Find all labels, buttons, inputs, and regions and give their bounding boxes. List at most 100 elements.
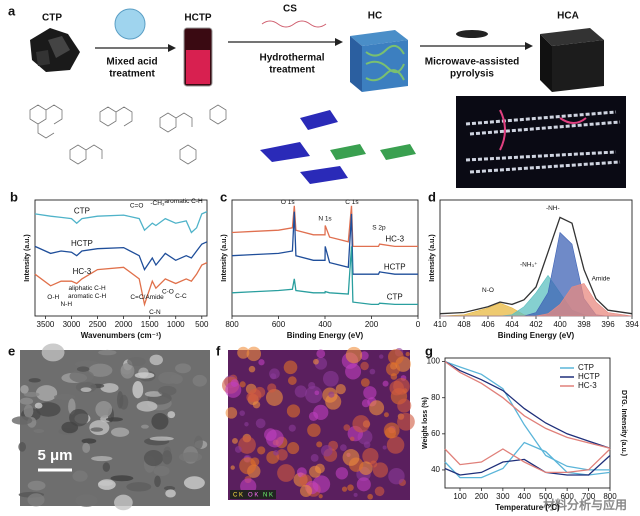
eds-spot [232, 437, 238, 444]
molecule-sketches [29, 104, 227, 165]
x-axis-label: Binding Energy (eV) [498, 331, 575, 340]
eds-spot [225, 381, 242, 398]
sem-grain [192, 374, 207, 387]
panel-letter: a [8, 3, 16, 18]
material-label: HCA [557, 11, 579, 22]
x-tick-label: 1500 [141, 320, 159, 329]
sem-grain [110, 475, 134, 482]
sem-grain [11, 416, 33, 425]
x-tick-label: 700 [582, 492, 596, 501]
eds-spot [269, 368, 280, 380]
sem-grain [98, 480, 114, 486]
series-label: HC-3 [385, 235, 404, 244]
eds-spot [382, 380, 389, 387]
line [439, 216, 633, 315]
sem-grain [53, 394, 76, 400]
process-label: Hydrothermal [259, 53, 324, 64]
annotation: C-N [149, 309, 161, 316]
line [231, 211, 418, 275]
eds-spot [369, 460, 378, 468]
x-tick-label: 398 [577, 320, 591, 329]
eds-spot [316, 441, 323, 448]
sem-grain [175, 363, 191, 374]
material-label: HC [368, 11, 382, 22]
eds-spot [244, 422, 249, 427]
y-axis-label: Intensity (a.u.) [24, 234, 31, 281]
x-tick-label: 2000 [115, 320, 133, 329]
eds-spot [316, 349, 326, 359]
annotation: C-O [162, 288, 174, 295]
eds-spot [308, 381, 316, 390]
arrowhead [168, 44, 176, 52]
legend-label: HCTP [578, 372, 600, 381]
process-label: treatment [109, 69, 155, 80]
process-label: pyrolysis [450, 69, 494, 80]
annotation: C 1s [345, 199, 359, 206]
panel-letter: e [8, 343, 15, 358]
hc-structure [260, 110, 416, 184]
x-tick-label: 402 [529, 320, 543, 329]
hctp-solution [186, 50, 210, 84]
ctp-rocks [30, 28, 80, 72]
eds-spot [230, 465, 235, 470]
y-tick-label: 100 [427, 357, 441, 366]
y-axis-label: Intensity (a.u.) [221, 234, 228, 281]
eds-spot [313, 358, 319, 365]
sem-grain [76, 366, 90, 372]
eds-spot [359, 351, 369, 361]
material-label: HCTP [184, 13, 212, 24]
series-label: CTP [74, 207, 90, 216]
eds-spot [397, 398, 412, 413]
eds-spot [383, 422, 400, 439]
sem-grain [100, 383, 119, 393]
eds-spot [257, 446, 266, 455]
sem-grain [126, 482, 152, 492]
eds-spot [258, 359, 265, 366]
eds-spot [325, 393, 342, 410]
x-axis-label: Temperature (°C) [495, 503, 560, 512]
annotation: N 1s [318, 215, 332, 222]
sem-grain [114, 494, 133, 511]
eds-spot [363, 441, 371, 449]
line [34, 211, 208, 234]
eds-legend: O K [248, 493, 258, 499]
sem-grain [136, 401, 158, 412]
sem-grain [127, 356, 146, 367]
sem-grain [134, 372, 155, 379]
series-label: HCTP [384, 262, 406, 271]
eds-spot [248, 365, 256, 373]
annotation: S 2p [372, 225, 386, 232]
eds-spot [352, 415, 370, 433]
graphene-inset [456, 96, 626, 188]
x-tick-label: 200 [475, 492, 489, 501]
sem-grain [132, 381, 144, 399]
sem-grain [110, 427, 130, 437]
panel-letter: c [220, 189, 227, 204]
eds-spot [386, 436, 405, 454]
eds-spot [340, 444, 347, 451]
x-tick-label: 600 [272, 320, 286, 329]
eds-spot [362, 448, 379, 465]
sem-grain [72, 470, 88, 482]
plot-frame [34, 199, 208, 317]
hca-cube [540, 28, 604, 92]
sem-grain [82, 442, 91, 453]
graphene-sheets [465, 110, 621, 174]
x-tick-label: 2500 [89, 320, 107, 329]
eds-spot [343, 424, 351, 431]
eds-spot [360, 361, 369, 371]
y-axis-label: Intensity (a.u.) [429, 234, 436, 281]
eds-spot [309, 465, 322, 478]
eds-spot [382, 445, 387, 450]
series-label: HC-3 [73, 267, 92, 276]
sem-grain [33, 428, 45, 434]
x-tick-label: 300 [496, 492, 510, 501]
sem-grain [28, 378, 41, 383]
scale-bar-label: 5 μm [37, 447, 72, 464]
arrowhead [335, 38, 343, 46]
sem-grain [144, 391, 163, 397]
sem-grain [61, 421, 79, 434]
eds-spot [305, 385, 323, 404]
sem-grain [158, 385, 177, 396]
